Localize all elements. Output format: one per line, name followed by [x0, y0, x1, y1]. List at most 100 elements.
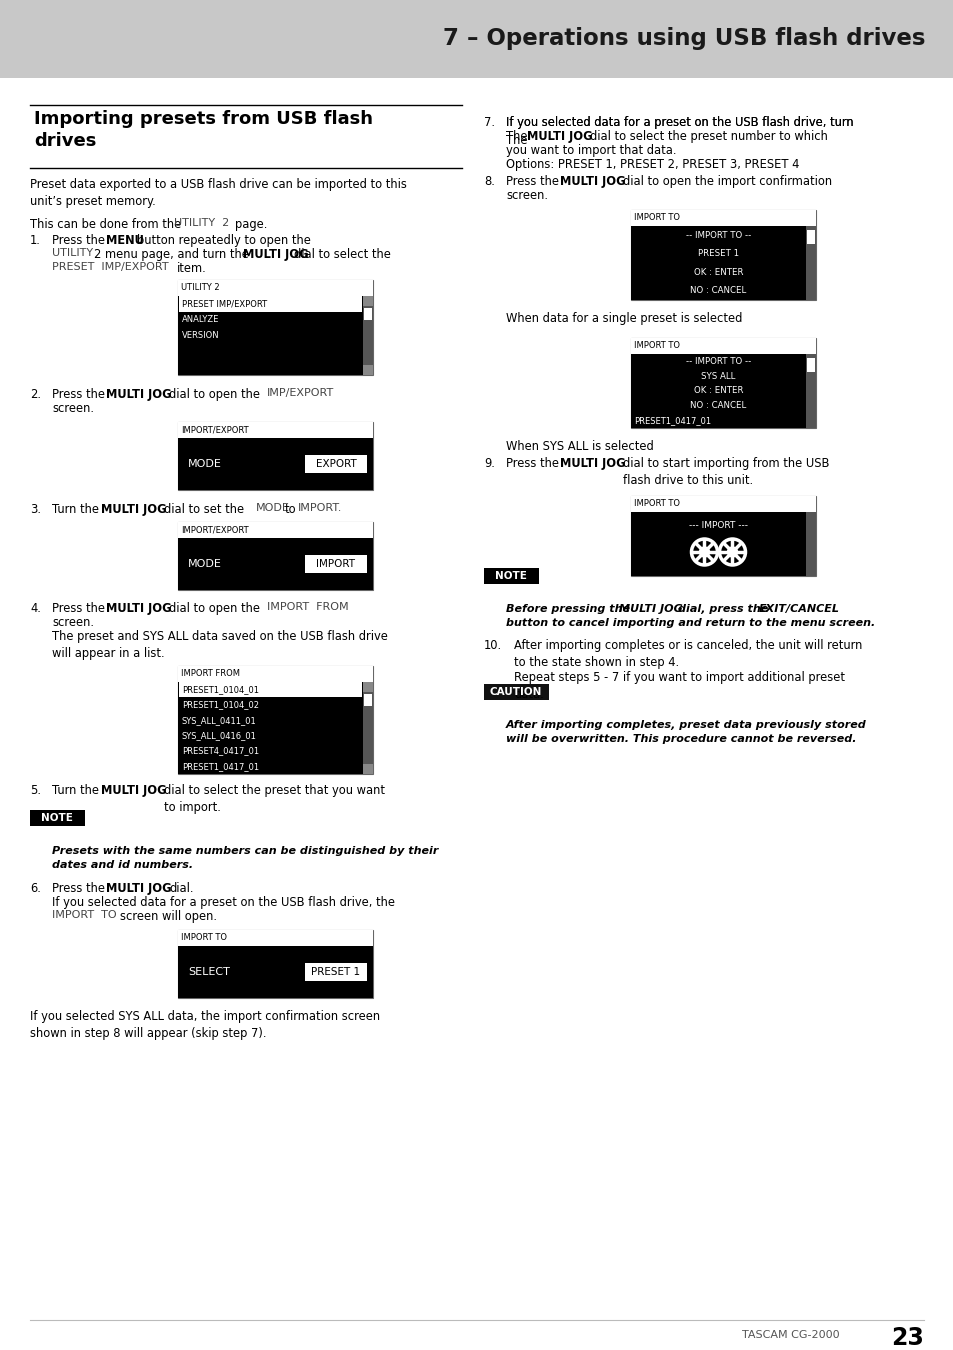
Text: MULTI JOG: MULTI JOG: [618, 603, 682, 614]
Text: 2.: 2.: [30, 387, 41, 401]
Bar: [364, 308, 372, 320]
Bar: [305, 555, 367, 572]
Text: --- IMPORT ---: --- IMPORT ---: [688, 521, 747, 531]
Text: IMPORT/EXPORT: IMPORT/EXPORT: [181, 425, 249, 435]
Text: The preset and SYS ALL data saved on the USB flash drive
will appear in a list.: The preset and SYS ALL data saved on the…: [52, 630, 388, 660]
Bar: [630, 225, 815, 300]
Text: TASCAM CG-2000: TASCAM CG-2000: [741, 1330, 840, 1341]
Bar: [178, 296, 373, 375]
Text: After importing completes or is canceled, the unit will return
to the state show: After importing completes or is canceled…: [514, 639, 862, 670]
Text: VERSION: VERSION: [182, 331, 219, 340]
Bar: [178, 682, 373, 774]
Text: When SYS ALL is selected: When SYS ALL is selected: [505, 440, 653, 454]
Text: CAUTION: CAUTION: [489, 687, 541, 697]
Text: NO : CANCEL: NO : CANCEL: [690, 286, 746, 296]
Text: PRESET1_0417_01: PRESET1_0417_01: [634, 416, 710, 425]
Text: EXPORT: EXPORT: [315, 459, 356, 468]
Text: The: The: [505, 130, 527, 143]
Bar: [805, 225, 815, 300]
Text: page.: page.: [234, 217, 267, 231]
Bar: [179, 296, 361, 312]
Text: MULTI JOG: MULTI JOG: [243, 248, 309, 261]
Text: Press the: Press the: [52, 234, 105, 247]
Text: 1.: 1.: [30, 234, 41, 247]
Text: 2 menu page, and turn the: 2 menu page, and turn the: [94, 248, 249, 261]
Text: Turn the: Turn the: [52, 784, 99, 796]
Text: IMPORT TO: IMPORT TO: [634, 342, 679, 351]
Text: Press the: Press the: [505, 458, 558, 470]
Text: IMPORT TO: IMPORT TO: [634, 500, 679, 509]
Text: MULTI JOG: MULTI JOG: [526, 130, 592, 143]
Bar: [630, 211, 815, 225]
Text: Options: PRESET 1, PRESET 2, PRESET 3, PRESET 4: Options: PRESET 1, PRESET 2, PRESET 3, P…: [505, 158, 799, 171]
Text: NOTE: NOTE: [495, 571, 526, 580]
Text: IMPORT TO: IMPORT TO: [634, 213, 679, 223]
Text: -- IMPORT TO --: -- IMPORT TO --: [685, 356, 750, 366]
Text: dial to open the: dial to open the: [169, 602, 260, 616]
Text: When data for a single preset is selected: When data for a single preset is selecte…: [505, 312, 741, 325]
Text: MULTI JOG: MULTI JOG: [106, 882, 172, 895]
Text: 4.: 4.: [30, 602, 41, 616]
Text: Turn the: Turn the: [52, 504, 99, 516]
Text: If you selected data for a preset on the USB flash drive, turn
The: If you selected data for a preset on the…: [505, 116, 853, 147]
Text: UTILITY  2: UTILITY 2: [173, 217, 229, 228]
Circle shape: [699, 547, 709, 558]
Text: EXIT/CANCEL: EXIT/CANCEL: [759, 603, 840, 614]
Text: PRESET1_0417_01: PRESET1_0417_01: [182, 761, 259, 771]
Bar: [178, 437, 373, 490]
Bar: [178, 522, 373, 590]
Text: OK : ENTER: OK : ENTER: [693, 267, 742, 277]
Bar: [30, 810, 85, 826]
Text: dial to select the preset number to which: dial to select the preset number to whic…: [589, 130, 827, 143]
Bar: [630, 512, 815, 576]
Text: NO : CANCEL: NO : CANCEL: [690, 401, 746, 410]
Text: PRESET1_0104_02: PRESET1_0104_02: [182, 701, 258, 710]
Text: IMPORT.: IMPORT.: [297, 504, 342, 513]
Text: IMPORT: IMPORT: [316, 559, 355, 568]
Bar: [305, 455, 367, 472]
Bar: [630, 354, 815, 428]
Text: PRESET 1: PRESET 1: [698, 250, 739, 258]
Text: Press the: Press the: [52, 387, 105, 401]
Text: screen.: screen.: [52, 616, 94, 629]
Text: MODE: MODE: [188, 559, 222, 568]
Bar: [0, 0, 953, 78]
Bar: [805, 512, 815, 576]
Bar: [178, 946, 373, 998]
Text: MODE: MODE: [188, 459, 222, 468]
Bar: [178, 930, 373, 998]
Text: IMP/EXPORT: IMP/EXPORT: [267, 387, 334, 398]
Bar: [806, 358, 814, 373]
Text: PRESET1_0104_01: PRESET1_0104_01: [182, 686, 258, 694]
Bar: [630, 338, 815, 428]
Text: SELECT: SELECT: [188, 967, 230, 977]
Text: PRESET 1: PRESET 1: [311, 967, 360, 977]
Text: NOTE: NOTE: [41, 813, 72, 823]
Bar: [178, 423, 373, 490]
Text: MODE: MODE: [255, 504, 290, 513]
Text: screen.: screen.: [505, 189, 547, 202]
Text: MULTI JOG: MULTI JOG: [101, 784, 167, 796]
Text: Preset data exported to a USB flash drive can be imported to this
unit’s preset : Preset data exported to a USB flash driv…: [30, 178, 406, 208]
Text: dial to open the: dial to open the: [169, 387, 260, 401]
Bar: [179, 682, 361, 698]
Text: After importing completes, preset data previously stored
will be overwritten. Th: After importing completes, preset data p…: [505, 720, 866, 744]
Text: If you selected SYS ALL data, the import confirmation screen
shown in step 8 wil: If you selected SYS ALL data, the import…: [30, 1010, 379, 1041]
Text: UTILITY 2: UTILITY 2: [181, 284, 219, 293]
Text: IMPORT  TO: IMPORT TO: [52, 910, 116, 919]
Text: SYS_ALL_0411_01: SYS_ALL_0411_01: [182, 716, 256, 725]
Bar: [363, 296, 373, 306]
Text: MULTI JOG: MULTI JOG: [559, 176, 625, 188]
Text: OK : ENTER: OK : ENTER: [693, 386, 742, 396]
Text: 23: 23: [890, 1326, 923, 1350]
Text: IMPORT TO: IMPORT TO: [181, 933, 227, 942]
Bar: [363, 682, 373, 774]
Text: IMPORT FROM: IMPORT FROM: [181, 670, 240, 679]
Text: dial to open the import confirmation: dial to open the import confirmation: [622, 176, 831, 188]
Text: PRESET  IMP/EXPORT: PRESET IMP/EXPORT: [52, 262, 169, 271]
Text: Press the: Press the: [52, 602, 105, 616]
Bar: [178, 666, 373, 774]
Bar: [630, 338, 815, 354]
Bar: [630, 495, 815, 576]
Bar: [483, 684, 548, 701]
